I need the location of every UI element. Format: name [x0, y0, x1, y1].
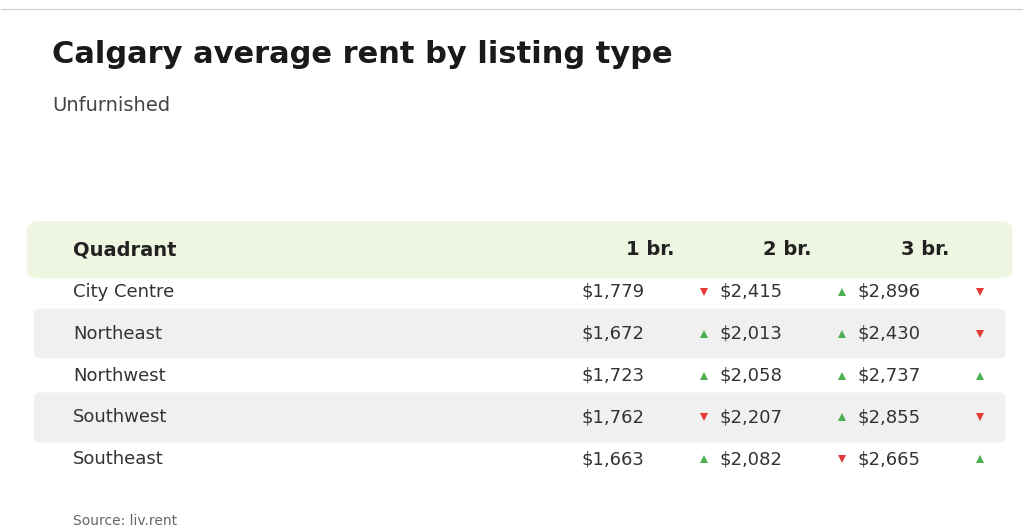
FancyBboxPatch shape — [34, 308, 1006, 359]
Text: Calgary average rent by listing type: Calgary average rent by listing type — [52, 40, 673, 69]
Text: 3 br.: 3 br. — [901, 240, 950, 259]
Text: Quadrant: Quadrant — [73, 240, 176, 259]
Text: $2,415: $2,415 — [720, 282, 782, 300]
Text: $2,855: $2,855 — [857, 408, 921, 426]
Text: $2,082: $2,082 — [720, 450, 782, 468]
Text: City Centre: City Centre — [73, 282, 174, 300]
Text: $1,723: $1,723 — [582, 367, 645, 385]
Text: Northeast: Northeast — [73, 325, 162, 343]
Text: $1,762: $1,762 — [582, 408, 645, 426]
Text: $1,663: $1,663 — [582, 450, 645, 468]
Text: $2,896: $2,896 — [857, 282, 921, 300]
Text: $1,779: $1,779 — [582, 282, 645, 300]
FancyBboxPatch shape — [34, 393, 1006, 443]
Text: $1,672: $1,672 — [582, 325, 645, 343]
Text: $2,665: $2,665 — [857, 450, 921, 468]
Text: $2,430: $2,430 — [857, 325, 921, 343]
Text: 1 br.: 1 br. — [626, 240, 674, 259]
Text: $2,737: $2,737 — [857, 367, 921, 385]
Text: $2,207: $2,207 — [720, 408, 782, 426]
Text: Southeast: Southeast — [73, 450, 164, 468]
Text: Source: liv.rent: Source: liv.rent — [73, 514, 177, 528]
Text: Southwest: Southwest — [73, 408, 167, 426]
FancyBboxPatch shape — [27, 221, 1013, 278]
Text: Northwest: Northwest — [73, 367, 166, 385]
Text: $2,058: $2,058 — [720, 367, 782, 385]
Text: 2 br.: 2 br. — [764, 240, 812, 259]
Text: $2,013: $2,013 — [720, 325, 782, 343]
Text: Unfurnished: Unfurnished — [52, 96, 171, 115]
